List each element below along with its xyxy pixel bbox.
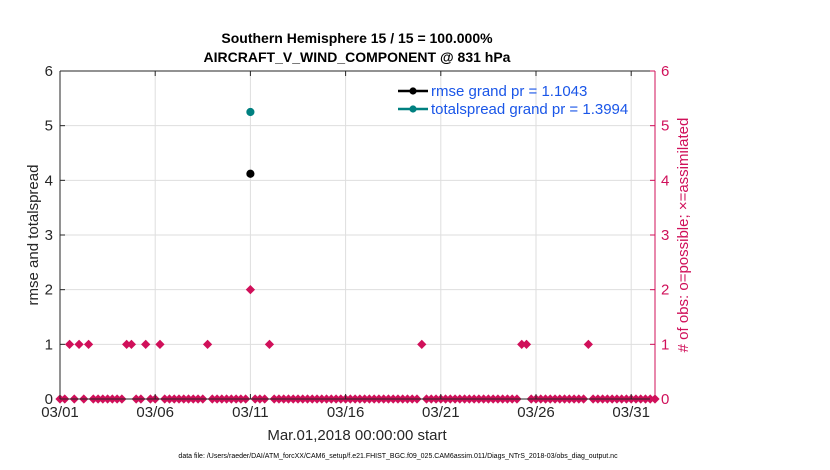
y-tick-label-1: 1 bbox=[45, 336, 53, 353]
legend-marker-1 bbox=[409, 105, 417, 113]
y-tick-label-4: 4 bbox=[45, 172, 53, 189]
y-axis-right-label: # of obs: o=possible; ×=assimilated bbox=[675, 118, 692, 353]
x-tick-label-3: 03/16 bbox=[327, 404, 365, 421]
y-right-tick-label-2: 2 bbox=[661, 282, 669, 299]
obs-point-4 bbox=[74, 339, 84, 349]
chart-subtitle: AIRCRAFT_V_WIND_COMPONENT @ 831 hPa bbox=[204, 49, 511, 65]
obs-point-111 bbox=[583, 339, 593, 349]
obs-point-31 bbox=[202, 339, 213, 349]
y-right-tick-label-0: 0 bbox=[661, 391, 669, 408]
obs-point-40 bbox=[245, 285, 256, 295]
obs-point-76 bbox=[417, 339, 427, 349]
y-right-tick-label-3: 3 bbox=[661, 227, 669, 244]
totalspread-point-0 bbox=[246, 107, 255, 117]
y-tick-label-6: 6 bbox=[45, 63, 53, 80]
legend-marker-0 bbox=[409, 87, 417, 95]
rmse-point-0 bbox=[246, 169, 255, 178]
x-tick-label-2: 03/11 bbox=[232, 404, 268, 421]
obs-point-18 bbox=[141, 339, 151, 349]
y-tick-label-5: 5 bbox=[45, 118, 53, 135]
y-right-tick-label-6: 6 bbox=[661, 63, 669, 80]
legend-label-1: totalspread grand pr = 1.3994 bbox=[431, 101, 628, 118]
x-axis-label: Mar.01,2018 00:00:00 start bbox=[267, 427, 447, 444]
y-right-tick-label-4: 4 bbox=[661, 172, 669, 189]
y-right-tick-label-1: 1 bbox=[661, 336, 669, 353]
x-tick-label-0: 03/01 bbox=[41, 404, 79, 421]
legend-label-0: rmse grand pr = 1.1043 bbox=[431, 83, 587, 100]
obs-point-21 bbox=[155, 339, 165, 349]
x-tick-label-5: 03/26 bbox=[517, 404, 555, 421]
y-tick-label-2: 2 bbox=[45, 282, 53, 299]
series-layer bbox=[55, 107, 660, 404]
obs-point-44 bbox=[264, 339, 275, 349]
x-tick-label-4: 03/21 bbox=[422, 404, 460, 421]
y-tick-label-3: 3 bbox=[45, 227, 53, 244]
obs-point-98 bbox=[521, 339, 532, 349]
x-tick-label-6: 03/31 bbox=[612, 404, 650, 421]
obs-point-2 bbox=[64, 339, 75, 349]
obs-point-6 bbox=[83, 339, 94, 349]
y-axis-label: rmse and totalspread bbox=[25, 165, 42, 306]
chart-title: Southern Hemisphere 15 / 15 = 100.000% bbox=[221, 30, 493, 46]
obs-point-15 bbox=[126, 339, 137, 349]
x-tick-label-1: 03/06 bbox=[136, 404, 174, 421]
y-tick-label-0: 0 bbox=[45, 391, 53, 408]
axes: 03/01 03/06 03/11 03/16 03/21 03/26 03/31 0 1 2 3 4… bbox=[41, 63, 669, 421]
datafile-note: data file: /Users/raeder/DAI/ATM_forcXX/… bbox=[178, 453, 618, 460]
y-right-tick-label-5: 5 bbox=[661, 118, 669, 135]
